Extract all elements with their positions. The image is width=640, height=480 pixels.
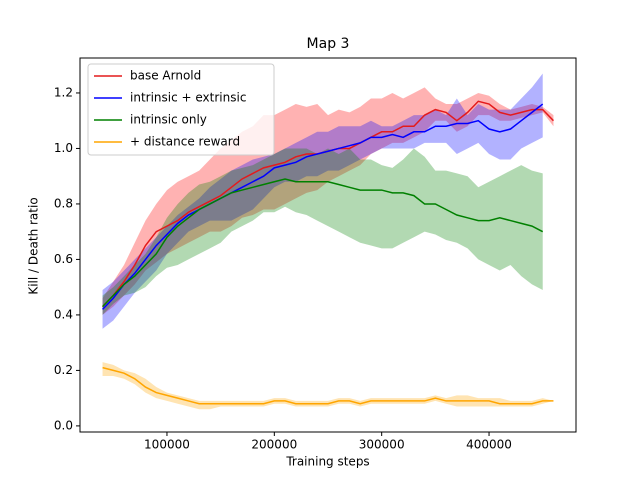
line [102, 366, 554, 405]
legend-label: base Arnold [130, 69, 201, 83]
legend-label: intrinsic only [130, 113, 207, 127]
legend-label: intrinsic + extrinsic [130, 91, 246, 105]
confidence-band [102, 148, 543, 315]
y-tick-label: 1.2 [54, 85, 73, 99]
confidence-band [102, 73, 543, 329]
x-tick-label: 400000 [466, 438, 512, 452]
y-tick-label: 1.0 [54, 141, 73, 155]
y-axis-label: Kill / Death ratio [27, 197, 41, 294]
y-tick-label: 0.2 [54, 363, 73, 377]
line [102, 178, 544, 308]
x-tick-label: 100000 [144, 438, 190, 452]
y-tick-label: 0.4 [54, 307, 73, 321]
x-axis-label: Training steps [285, 455, 369, 469]
plot-frame [79, 57, 577, 433]
x-tick-label: 200000 [251, 438, 297, 452]
legend-box [87, 63, 275, 156]
legend-label: + distance reward [130, 135, 240, 149]
y-tick-label: 0.8 [54, 196, 73, 210]
y-tick-label: 0.0 [54, 418, 73, 432]
confidence-band [102, 87, 554, 315]
confidence-band [102, 362, 554, 410]
chart-title: Map 3 [307, 36, 350, 52]
legend: base Arnold intrinsic + extrinsic intrinsi… [87, 63, 275, 156]
y-tick-label: 0.6 [54, 252, 73, 266]
x-tick-label: 300000 [359, 438, 405, 452]
line [102, 103, 544, 310]
